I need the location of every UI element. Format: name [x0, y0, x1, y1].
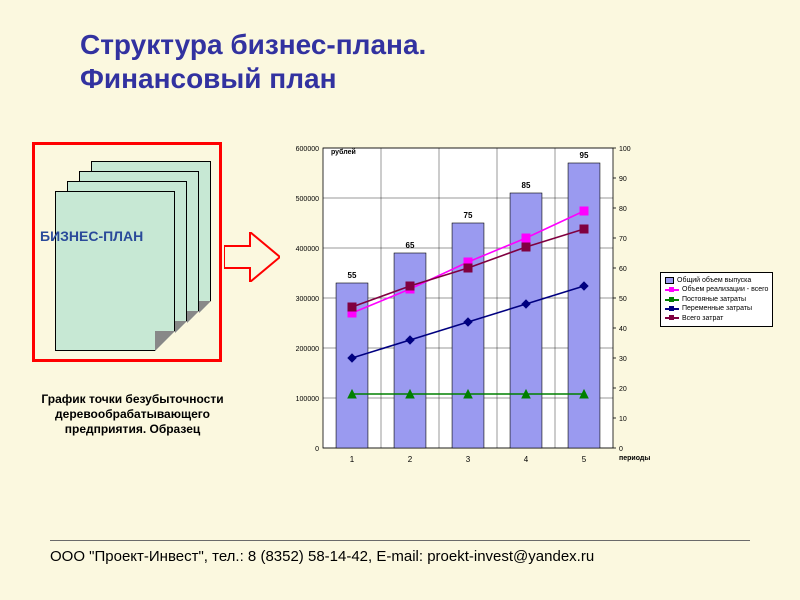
doc-sheet [55, 191, 175, 351]
bizplan-box [32, 142, 222, 362]
svg-text:20: 20 [619, 386, 627, 393]
svg-text:80: 80 [619, 206, 627, 213]
svg-text:100: 100 [619, 146, 631, 153]
svg-text:300000: 300000 [296, 296, 319, 303]
svg-text:400000: 400000 [296, 246, 319, 253]
slide: Структура бизнес-плана. Финансовый план … [0, 0, 800, 600]
footer-text: ООО "Проект-Инвест", тел.: 8 (8352) 58-1… [50, 548, 594, 565]
svg-text:30: 30 [619, 356, 627, 363]
svg-text:90: 90 [619, 176, 627, 183]
svg-text:2: 2 [408, 455, 413, 464]
svg-text:55: 55 [348, 271, 357, 280]
breakeven-chart: 0 100000 200000 300000 400000 500000 600000 0 10… [275, 140, 655, 480]
svg-text:0: 0 [315, 446, 319, 453]
svg-text:3: 3 [466, 455, 471, 464]
svg-text:95: 95 [580, 151, 589, 160]
svg-text:500000: 500000 [296, 196, 319, 203]
svg-text:0: 0 [619, 446, 623, 453]
slide-title: Структура бизнес-плана. Финансовый план [80, 28, 426, 95]
svg-text:200000: 200000 [296, 346, 319, 353]
arrow-icon [224, 232, 280, 287]
bizplan-label: БИЗНЕС-ПЛАН [40, 228, 143, 244]
svg-text:5: 5 [582, 455, 587, 464]
svg-text:50: 50 [619, 296, 627, 303]
svg-text:4: 4 [524, 455, 529, 464]
svg-text:рублей: рублей [331, 148, 356, 156]
svg-text:65: 65 [406, 241, 415, 250]
svg-text:1: 1 [350, 455, 355, 464]
svg-text:100000: 100000 [296, 396, 319, 403]
svg-text:75: 75 [464, 211, 473, 220]
legend-item: Всего затрат [665, 314, 768, 323]
svg-text:10: 10 [619, 416, 627, 423]
caption-text: График точки безубыточности деревообраба… [20, 392, 245, 437]
svg-text:600000: 600000 [296, 146, 319, 153]
divider [50, 540, 750, 541]
legend-item: Постояные затраты [665, 295, 768, 304]
svg-text:40: 40 [619, 326, 627, 333]
chart-legend: Общий объем выпускаОбъем реализации - вс… [660, 272, 773, 327]
svg-text:85: 85 [522, 181, 531, 190]
svg-text:60: 60 [619, 266, 627, 273]
legend-item: Переменные затраты [665, 304, 768, 313]
legend-item: Объем реализации - всего [665, 285, 768, 294]
legend-item: Общий объем выпуска [665, 276, 768, 285]
svg-text:периоды: периоды [619, 455, 650, 462]
svg-text:70: 70 [619, 236, 627, 243]
